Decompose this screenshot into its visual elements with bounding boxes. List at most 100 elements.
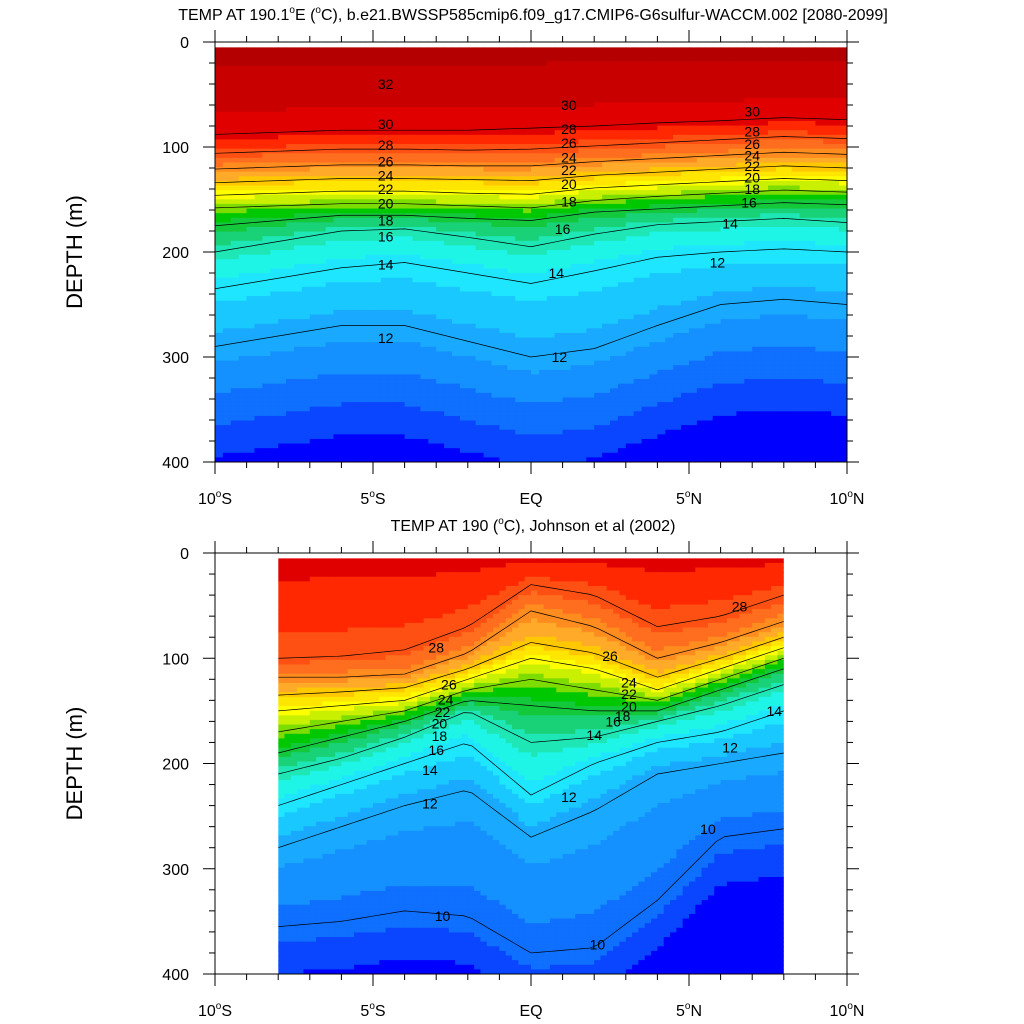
field-cell [531, 139, 540, 145]
field-cell [412, 411, 421, 417]
field-cell [246, 415, 256, 422]
field-cell [215, 282, 224, 288]
field-cell [444, 240, 453, 247]
field-cell [602, 420, 611, 426]
field-cell [373, 203, 382, 210]
field-cell [625, 434, 635, 440]
field-cell [554, 213, 564, 219]
field-cell [404, 365, 414, 371]
field-cell [230, 268, 240, 274]
field-cell [617, 116, 627, 122]
field-cell [610, 203, 619, 210]
field-cell [222, 425, 232, 431]
field-cell [515, 457, 524, 462]
field-cell [499, 194, 508, 200]
field-cell [554, 250, 564, 256]
field-cell [467, 411, 477, 417]
field-cell [333, 93, 342, 99]
field-cell [546, 171, 556, 177]
field-cell [625, 153, 635, 159]
field-cell [523, 415, 532, 422]
field-cell [278, 65, 287, 71]
field-cell [341, 392, 350, 399]
field-cell [444, 411, 453, 417]
field-cell [262, 332, 271, 339]
field-cell [238, 346, 248, 352]
field-cell [317, 443, 327, 449]
field-cell [436, 452, 445, 458]
field-cell [610, 323, 619, 329]
field-cell [254, 51, 263, 58]
field-cell [610, 102, 619, 108]
field-cell [301, 346, 311, 352]
field-cell [602, 273, 611, 279]
field-cell [633, 452, 643, 458]
field-cell [444, 167, 453, 173]
field-cell [649, 250, 658, 256]
field-cell [262, 411, 271, 417]
field-cell [428, 167, 437, 173]
field-cell [373, 397, 382, 403]
field-cell [270, 332, 279, 339]
field-cell [452, 277, 461, 283]
field-cell [436, 134, 445, 141]
field-cell [222, 65, 232, 71]
field-cell [459, 236, 469, 242]
field-cell [349, 383, 358, 389]
field-cell [388, 180, 398, 187]
field-cell [309, 171, 319, 177]
field-cell [238, 130, 248, 136]
field-cell [309, 213, 319, 219]
field-cell [428, 111, 437, 117]
field-cell [436, 305, 445, 311]
field-cell [309, 56, 319, 62]
field-cell [341, 323, 350, 329]
field-cell [523, 457, 532, 462]
field-cell [238, 194, 248, 200]
field-cell [578, 346, 587, 352]
field-cell [222, 346, 232, 352]
field-cell [546, 342, 556, 348]
field-cell [523, 144, 532, 150]
field-cell [230, 300, 240, 306]
field-cell [341, 84, 350, 90]
field-cell [641, 222, 651, 228]
field-cell [436, 254, 445, 260]
field-cell [373, 240, 382, 247]
field-cell [238, 457, 248, 462]
field-cell [349, 111, 358, 117]
field-cell [491, 360, 500, 366]
field-cell [349, 139, 358, 145]
field-cell [452, 157, 461, 164]
field-cell [388, 185, 398, 191]
field-cell [578, 84, 587, 90]
field-cell [404, 157, 414, 164]
field-cell [617, 406, 627, 412]
field-cell [254, 425, 263, 431]
field-cell [420, 415, 429, 422]
field-cell [515, 305, 524, 311]
field-cell [309, 379, 319, 385]
field-cell [641, 102, 651, 108]
field-cell [262, 268, 271, 274]
field-cell [562, 102, 572, 108]
field-cell [357, 337, 366, 343]
field-cell [610, 162, 619, 168]
field-cell [586, 240, 595, 247]
field-cell [625, 360, 635, 366]
field-cell [475, 448, 485, 454]
field-cell [325, 291, 335, 297]
field-cell [238, 411, 248, 417]
field-cell [388, 346, 398, 352]
field-cell [538, 402, 548, 408]
field-cell [317, 402, 327, 408]
field-cell [444, 443, 453, 449]
field-cell [380, 383, 390, 389]
field-cell [649, 47, 658, 53]
field-cell [641, 425, 651, 431]
field-cell [475, 226, 485, 233]
field-cell [428, 415, 437, 422]
field-cell [459, 254, 469, 260]
field-cell [436, 61, 445, 67]
field-cell [467, 93, 477, 99]
